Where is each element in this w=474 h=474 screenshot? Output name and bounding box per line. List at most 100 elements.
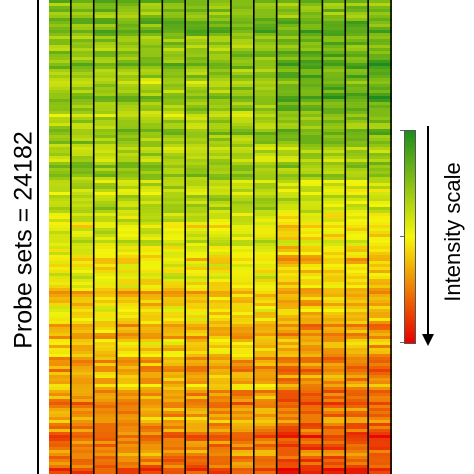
heatmap-cell (323, 288, 347, 292)
heatmap-cell (117, 240, 142, 244)
heatmap-cell (163, 159, 187, 163)
heatmap-cell (277, 108, 302, 112)
heatmap-cell (346, 15, 370, 19)
heatmap-cell (231, 96, 256, 100)
heatmap-cell (369, 156, 392, 160)
heatmap-cell (254, 213, 279, 217)
heatmap-cell (323, 210, 347, 214)
heatmap-cell (186, 180, 210, 184)
heatmap-cell (300, 90, 324, 94)
heatmap-cell (71, 348, 96, 352)
heatmap-cell (94, 303, 119, 307)
heatmap-cell (323, 267, 347, 271)
heatmap-cell (71, 171, 96, 175)
heatmap-cell (254, 243, 279, 247)
heatmap-cell (186, 24, 210, 28)
heatmap-cell (71, 39, 96, 43)
heatmap-cell (323, 354, 347, 358)
heatmap-column (369, 0, 392, 474)
heatmap-cell (254, 357, 279, 361)
heatmap-cell (94, 69, 119, 73)
heatmap-cell (346, 276, 370, 280)
heatmap-cell (94, 264, 119, 268)
heatmap-cell (323, 159, 347, 163)
heatmap-cell (323, 426, 347, 430)
heatmap-cell (231, 438, 256, 442)
heatmap-cell (323, 162, 347, 166)
heatmap-cell (346, 423, 370, 427)
heatmap-cell (369, 462, 392, 466)
heatmap-cell (209, 336, 233, 340)
heatmap-cell (49, 147, 73, 151)
heatmap-cell (94, 198, 119, 202)
heatmap-cell (49, 36, 73, 40)
heatmap-cell (323, 408, 347, 412)
heatmap-cell (209, 408, 233, 412)
heatmap-cell (231, 231, 256, 235)
heatmap-cell (186, 462, 210, 466)
heatmap-cell (254, 87, 279, 91)
heatmap-cell (186, 12, 210, 16)
heatmap-cell (323, 141, 347, 145)
heatmap-cell (231, 180, 256, 184)
heatmap-cell (277, 258, 302, 262)
heatmap-cell (209, 375, 233, 379)
heatmap-cell (163, 435, 187, 439)
heatmap-cell (369, 378, 392, 382)
heatmap-cell (49, 285, 73, 289)
heatmap-cell (300, 396, 324, 400)
heatmap-cell (300, 9, 324, 13)
heatmap-cell (140, 465, 164, 469)
heatmap-cell (346, 297, 370, 301)
heatmap-cell (49, 414, 73, 418)
heatmap-cell (346, 333, 370, 337)
heatmap-cell (254, 444, 279, 448)
heatmap-cell (369, 321, 392, 325)
heatmap-cell (231, 372, 256, 376)
heatmap-cell (369, 342, 392, 346)
heatmap-cell (231, 66, 256, 70)
heatmap-cell (277, 213, 302, 217)
heatmap-cell (140, 237, 164, 241)
heatmap-cell (117, 444, 142, 448)
heatmap-cell (300, 312, 324, 316)
heatmap-cell (71, 309, 96, 313)
heatmap-cell (117, 243, 142, 247)
heatmap-cell (49, 348, 73, 352)
heatmap-cell (231, 48, 256, 52)
heatmap-cell (300, 297, 324, 301)
heatmap-cell (186, 48, 210, 52)
heatmap-cell (323, 384, 347, 388)
heatmap-cell (186, 174, 210, 178)
heatmap-cell (369, 351, 392, 355)
heatmap-cell (369, 78, 392, 82)
heatmap-cell (277, 96, 302, 100)
heatmap-cell (186, 210, 210, 214)
heatmap-cell (277, 216, 302, 220)
heatmap-cell (254, 348, 279, 352)
heatmap-cell (277, 0, 302, 4)
heatmap-cell (186, 102, 210, 106)
heatmap-cell (49, 270, 73, 274)
heatmap-cell (186, 441, 210, 445)
heatmap-cell (163, 297, 187, 301)
heatmap-cell (346, 339, 370, 343)
heatmap-cell (117, 354, 142, 358)
heatmap-cell (117, 207, 142, 211)
heatmap-cell (163, 219, 187, 223)
heatmap-cell (300, 102, 324, 106)
heatmap-cell (94, 315, 119, 319)
heatmap-cell (277, 456, 302, 460)
heatmap-cell (277, 48, 302, 52)
heatmap-cell (277, 9, 302, 13)
heatmap-cell (209, 321, 233, 325)
heatmap-cell (209, 117, 233, 121)
colorbar-tick-bottom (400, 342, 404, 343)
heatmap-cell (254, 66, 279, 70)
heatmap-cell (323, 222, 347, 226)
heatmap-cell (231, 237, 256, 241)
heatmap-cell (277, 327, 302, 331)
heatmap-cell (346, 465, 370, 469)
heatmap-cell (277, 78, 302, 82)
heatmap-cell (346, 414, 370, 418)
